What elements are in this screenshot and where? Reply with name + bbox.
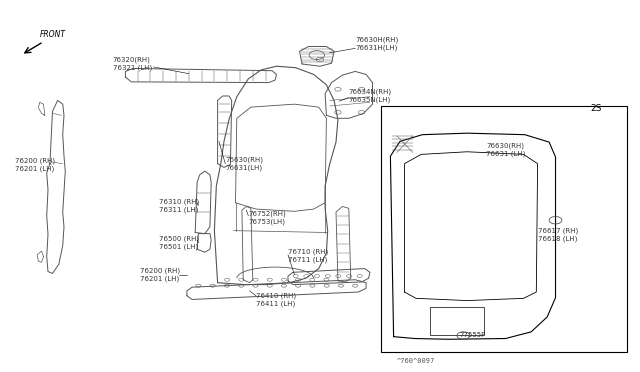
Text: 76500 (RH)
76501 (LH): 76500 (RH) 76501 (LH) (159, 235, 199, 250)
Text: 76617 (RH)
76618 (LH): 76617 (RH) 76618 (LH) (538, 227, 578, 241)
Text: 76320(RH)
76321 (LH): 76320(RH) 76321 (LH) (113, 57, 152, 71)
Text: 2S: 2S (590, 104, 602, 113)
Text: 76200 (RH)
76201 (LH): 76200 (RH) 76201 (LH) (15, 157, 56, 171)
Text: 76630(RH)
76631 (LH): 76630(RH) 76631 (LH) (486, 142, 526, 157)
Text: 76634N(RH)
76635N(LH): 76634N(RH) 76635N(LH) (349, 89, 392, 103)
Text: 77555P: 77555P (460, 332, 486, 338)
Text: 76630H(RH)
76631H(LH): 76630H(RH) 76631H(LH) (355, 37, 399, 51)
Text: 76310 (RH)
76311 (LH): 76310 (RH) 76311 (LH) (159, 198, 199, 212)
Text: ^760^0097: ^760^0097 (397, 358, 435, 364)
Text: 76630(RH)
76631(LH): 76630(RH) 76631(LH) (225, 157, 263, 171)
Text: 76410 (RH)
76411 (LH): 76410 (RH) 76411 (LH) (256, 292, 296, 307)
Text: 76752(RH)
76753(LH): 76752(RH) 76753(LH) (248, 211, 286, 225)
Bar (381, 106, 627, 352)
Text: 76200 (RH)
76201 (LH): 76200 (RH) 76201 (LH) (140, 267, 180, 282)
Text: FRONT: FRONT (40, 30, 66, 39)
Bar (430, 307, 484, 335)
Text: 76710 (RH)
76711 (LH): 76710 (RH) 76711 (LH) (288, 249, 328, 263)
